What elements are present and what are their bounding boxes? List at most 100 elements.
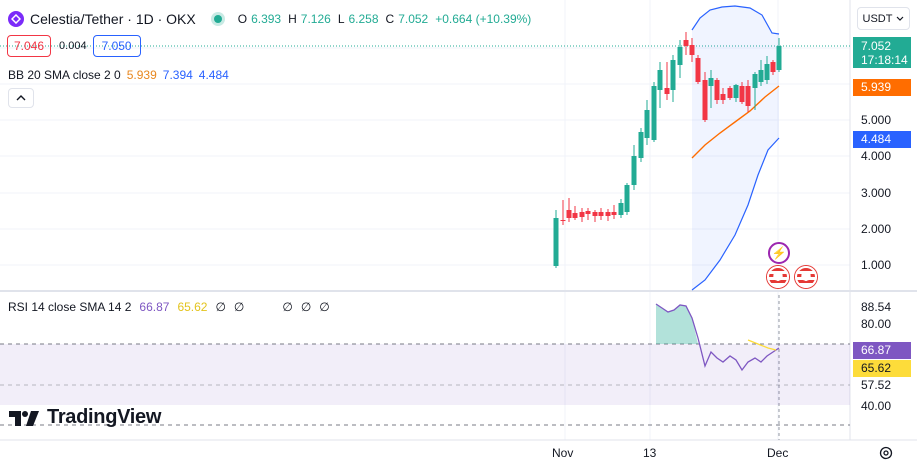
bar-countdown: 17:18:14 <box>861 53 908 67</box>
price-axis-label: 1.000 <box>861 258 892 272</box>
collapse-legend-button[interactable] <box>8 88 34 108</box>
rsi-line <box>655 303 780 372</box>
rsi-band <box>0 344 850 405</box>
buy-price-button[interactable]: 7.050 <box>92 35 141 57</box>
close-label: C <box>385 12 395 26</box>
rsi-empty-value: ∅ <box>233 300 245 314</box>
last-price-value: 7.052 <box>861 39 892 53</box>
candle-body <box>689 45 695 55</box>
candle-body <box>764 64 770 80</box>
candle-body <box>598 212 604 216</box>
candle-body <box>758 70 764 82</box>
rsi-empty-value: ∅ <box>300 300 312 314</box>
us-flag-event-icon[interactable] <box>767 266 789 288</box>
high-value: 7.126 <box>300 12 331 26</box>
candle-body <box>585 211 591 214</box>
rsi-value-badge: 66.87 <box>853 342 911 359</box>
candle-body <box>644 110 650 138</box>
candle-body <box>572 213 578 218</box>
candle-body <box>560 220 566 221</box>
bb-basis-value: 5.939 <box>126 68 157 82</box>
candle-body <box>553 218 559 266</box>
brand-name: TradingView <box>47 406 162 428</box>
candle-body <box>624 185 630 212</box>
bb-basis-badge: 5.939 <box>853 79 911 96</box>
sell-price-button[interactable]: 7.046 <box>7 35 52 57</box>
candle-body <box>592 212 598 216</box>
candle-body <box>770 62 776 72</box>
bb-lower-line <box>691 137 780 291</box>
currency-select[interactable]: USDT <box>857 7 910 30</box>
candle-body <box>657 70 663 90</box>
candle-body <box>683 40 689 46</box>
rsi-axis-label: 40.00 <box>861 399 892 413</box>
candle-body <box>605 212 611 216</box>
rsi-axis-label: 88.54 <box>861 300 892 314</box>
candle-body <box>752 74 758 88</box>
bb-fill <box>692 6 779 290</box>
last-price-badge: 7.052 17:18:14 <box>853 37 911 68</box>
rsi-indicator-legend[interactable]: RSI 14 close SMA 14 2 66.87 65.62 ∅ ∅ ∅ … <box>8 300 330 314</box>
rsi-overbought-fill <box>656 304 698 344</box>
time-axis-label: Nov <box>552 446 574 460</box>
grid-lines <box>0 0 917 441</box>
candle-body <box>695 58 701 82</box>
tradingview-logo[interactable]: TradingView <box>9 406 161 429</box>
open-label: O <box>237 12 248 26</box>
candle-body <box>566 210 572 218</box>
rsi-ma-badge: 65.62 <box>853 360 911 377</box>
symbol-header: Celestia/Tether · 1D · OKX O 6.393 H 7.126… <box>8 8 531 30</box>
candle-body <box>727 88 733 98</box>
candle-body <box>714 80 720 100</box>
candles <box>553 32 782 268</box>
change-value: +0.664 (+10.39%) <box>435 12 532 26</box>
candle-body <box>670 60 676 90</box>
bb-basis-line <box>691 85 780 159</box>
candle-body <box>702 80 708 120</box>
candle-body <box>677 47 683 65</box>
rsi-label: RSI 14 close SMA 14 2 <box>8 300 132 314</box>
currency-label: USDT <box>862 12 893 25</box>
time-axis-label: Dec <box>767 446 789 460</box>
lightning-event-icon[interactable]: ⚡ <box>768 242 790 264</box>
rsi-ma-value: 65.62 <box>177 300 208 314</box>
candle-body <box>720 94 726 100</box>
candle-body <box>733 85 739 98</box>
bollinger-bands <box>691 5 780 291</box>
candle-body <box>579 212 585 217</box>
close-value: 7.052 <box>398 12 429 26</box>
live-status-icon <box>213 15 222 23</box>
bb-label: BB 20 SMA close 2 0 <box>8 68 121 82</box>
candle-body <box>618 203 624 215</box>
candle-body <box>631 156 637 185</box>
high-label: H <box>288 12 297 26</box>
candle-body <box>611 212 617 215</box>
chevron-down-icon <box>897 16 904 21</box>
bb-lower-badge: 4.484 <box>853 131 911 148</box>
rsi-empty-value: ∅ <box>215 300 226 314</box>
celestia-logo-icon <box>8 11 24 27</box>
time-axis-label: 13 <box>643 446 657 460</box>
price-axis-label: 3.000 <box>861 186 892 200</box>
price-axis-label: 5.000 <box>861 113 892 127</box>
us-flag-event-icon[interactable] <box>795 266 817 288</box>
symbol-title[interactable]: Celestia/Tether · 1D · OKX <box>30 11 196 27</box>
bb-lower-value: 4.484 <box>198 68 229 82</box>
candle-body <box>739 86 745 102</box>
tradingview-logo-icon <box>9 410 39 426</box>
bb-indicator-legend[interactable]: BB 20 SMA close 2 0 5.939 7.394 4.484 <box>8 68 229 82</box>
spread-value: 0.004 <box>59 40 87 52</box>
rsi-value: 66.87 <box>139 300 170 314</box>
candle-body <box>664 88 670 94</box>
price-axis-label: 4.000 <box>861 149 892 163</box>
rsi-pane <box>0 303 850 426</box>
bb-upper-value: 7.394 <box>162 68 193 82</box>
rsi-empty-value: ∅ <box>282 300 293 314</box>
bid-ask-panel: 7.046 0.004 7.050 <box>7 35 141 57</box>
candle-body <box>708 78 714 86</box>
settings-icon[interactable] <box>878 445 894 466</box>
candle-body <box>638 132 644 158</box>
ohlc-values: O 6.393 H 7.126 L 6.258 C 7.052 +0.664 (+10.… <box>238 12 532 26</box>
price-axis-label: 2.000 <box>861 222 892 236</box>
